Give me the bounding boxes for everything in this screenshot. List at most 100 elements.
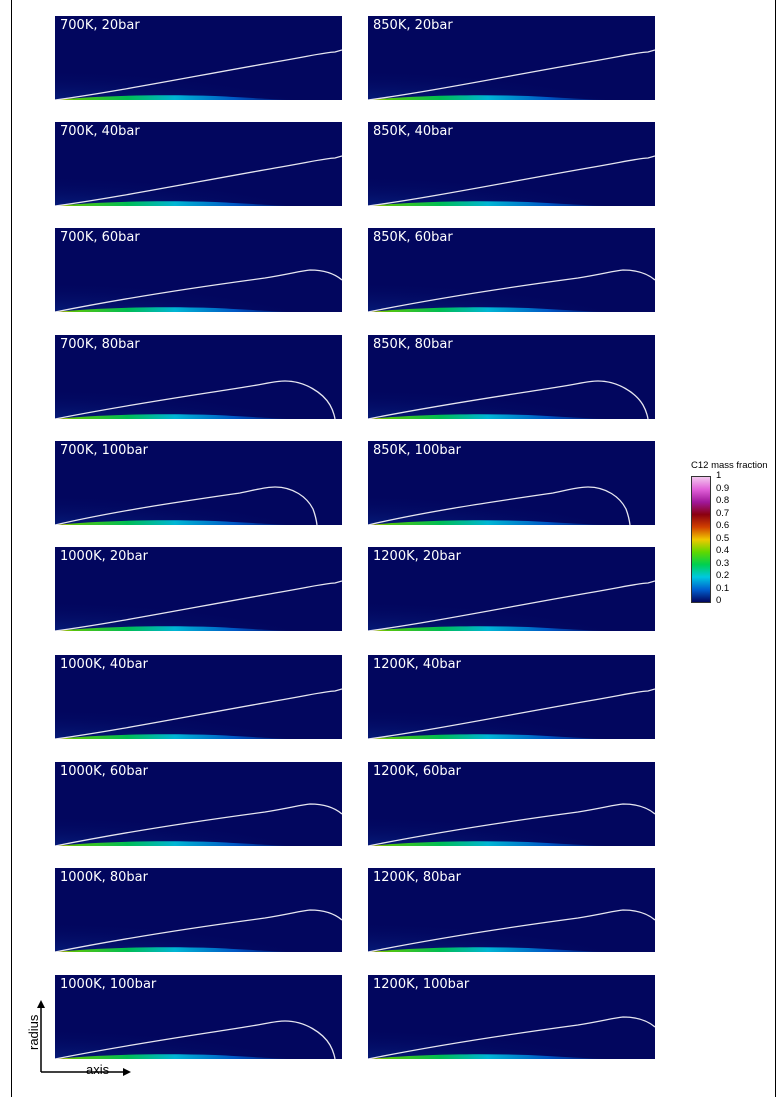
mixture-isoline <box>368 49 655 100</box>
colorbar-tick-label: 0.3 <box>716 557 730 569</box>
colorbar-tick-label: 0.5 <box>716 532 730 544</box>
simulation-panel: 700K, 80bar <box>55 335 342 419</box>
spray-glow <box>55 1019 342 1059</box>
panel-label: 700K, 80bar <box>60 337 140 352</box>
spray-core <box>55 841 295 846</box>
simulation-panel: 700K, 60bar <box>55 228 342 312</box>
simulation-panel: 850K, 40bar <box>368 122 655 206</box>
colorbar-tick-label: 1 <box>716 470 722 481</box>
colorbar: C12 mass fraction 1 0.9 0.8 0.7 0.6 0.5 0.4 0.3… <box>691 460 771 610</box>
spray-core <box>55 95 295 100</box>
mixture-isoline <box>55 688 342 739</box>
mixture-isoline <box>368 1016 655 1059</box>
mixture-isoline <box>368 803 655 846</box>
spray-glow <box>55 166 342 206</box>
panel-label: 1200K, 40bar <box>373 657 461 672</box>
colorbar-tick-label: 0 <box>716 595 722 606</box>
panel-label: 700K, 100bar <box>60 443 148 458</box>
simulation-panel: 1200K, 80bar <box>368 868 655 952</box>
mixture-isoline <box>368 380 649 419</box>
spray-core <box>368 734 608 739</box>
mixture-isoline <box>368 486 631 525</box>
spray-glow <box>55 272 342 312</box>
colorbar-tick-label: 0.6 <box>716 520 730 531</box>
simulation-panel: 700K, 40bar <box>55 122 342 206</box>
panel-label: 700K, 60bar <box>60 230 140 245</box>
colorbar-tick-label: 0.9 <box>716 482 730 494</box>
spray-core <box>368 414 608 419</box>
spray-glow <box>368 591 655 631</box>
axis-arrowhead <box>123 1068 131 1076</box>
spray-glow <box>368 379 655 419</box>
spray-core <box>55 1054 295 1059</box>
spray-glow <box>55 485 342 525</box>
spray-glow <box>55 379 342 419</box>
spray-glow <box>55 591 342 631</box>
panel-label: 850K, 40bar <box>373 124 453 139</box>
simulation-panel: 700K, 20bar <box>55 16 342 100</box>
mixture-isoline <box>55 155 342 206</box>
simulation-panel: 1000K, 80bar <box>55 868 342 952</box>
spray-core <box>368 307 608 312</box>
simulation-panel: 850K, 60bar <box>368 228 655 312</box>
colorbar-tick-label: 0.1 <box>716 582 730 594</box>
axes-indicator <box>37 1000 131 1076</box>
panel-label: 1000K, 80bar <box>60 870 148 885</box>
spray-glow <box>368 485 655 525</box>
panel-label: 850K, 60bar <box>373 230 453 245</box>
colorbar-tick-label: 0.4 <box>716 545 730 556</box>
panel-label: 1000K, 40bar <box>60 657 148 672</box>
simulation-panel: 1000K, 20bar <box>55 547 342 631</box>
spray-glow <box>368 912 655 952</box>
mixture-isoline <box>55 1020 336 1059</box>
spray-core <box>55 414 295 419</box>
mixture-isoline <box>368 580 655 631</box>
simulation-panel: 850K, 80bar <box>368 335 655 419</box>
colorbar-tick-label: 0.2 <box>716 570 730 581</box>
spray-glow <box>55 912 342 952</box>
spray-core <box>55 947 295 952</box>
radius-arrowhead <box>37 1000 45 1008</box>
panel-label: 700K, 40bar <box>60 124 140 139</box>
spray-core <box>368 201 608 206</box>
mixture-isoline <box>368 688 655 739</box>
axis-axis-label: axis <box>86 1062 110 1077</box>
mixture-isoline <box>55 49 342 100</box>
panel-label: 1200K, 100bar <box>373 977 470 992</box>
colorbar-tick-label: 0.7 <box>716 507 730 519</box>
spray-glow <box>368 60 655 100</box>
radius-axis-label: radius <box>26 1014 41 1050</box>
mixture-isoline <box>55 380 336 419</box>
mixture-isoline <box>55 486 318 525</box>
figure-frame <box>11 0 776 1097</box>
spray-core <box>368 841 608 846</box>
spray-glow <box>55 699 342 739</box>
panel-label: 850K, 80bar <box>373 337 453 352</box>
panel-label: 1000K, 100bar <box>60 977 157 992</box>
simulation-panel: 1200K, 20bar <box>368 547 655 631</box>
colorbar-title: C12 mass fraction <box>691 460 768 471</box>
panel-label: 850K, 100bar <box>373 443 461 458</box>
spray-core <box>368 947 608 952</box>
panel-label: 1200K, 80bar <box>373 870 461 885</box>
simulation-panel: 700K, 100bar <box>55 441 342 525</box>
panel-label: 700K, 20bar <box>60 18 140 33</box>
spray-core <box>55 307 295 312</box>
spray-glow <box>368 699 655 739</box>
spray-glow <box>55 60 342 100</box>
spray-glow <box>368 1019 655 1059</box>
panel-label: 1200K, 60bar <box>373 764 461 779</box>
mixture-isoline <box>368 155 655 206</box>
spray-core <box>368 626 608 631</box>
spray-core <box>55 201 295 206</box>
simulation-panel: 1000K, 40bar <box>55 655 342 739</box>
spray-glow <box>368 272 655 312</box>
spray-glow <box>55 806 342 846</box>
mixture-isoline <box>55 269 342 312</box>
spray-glow <box>368 806 655 846</box>
panel-label: 1000K, 60bar <box>60 764 148 779</box>
mixture-isoline <box>55 909 342 952</box>
panel-label: 850K, 20bar <box>373 18 453 33</box>
panel-label: 1200K, 20bar <box>373 549 461 564</box>
simulation-panel: 850K, 100bar <box>368 441 655 525</box>
